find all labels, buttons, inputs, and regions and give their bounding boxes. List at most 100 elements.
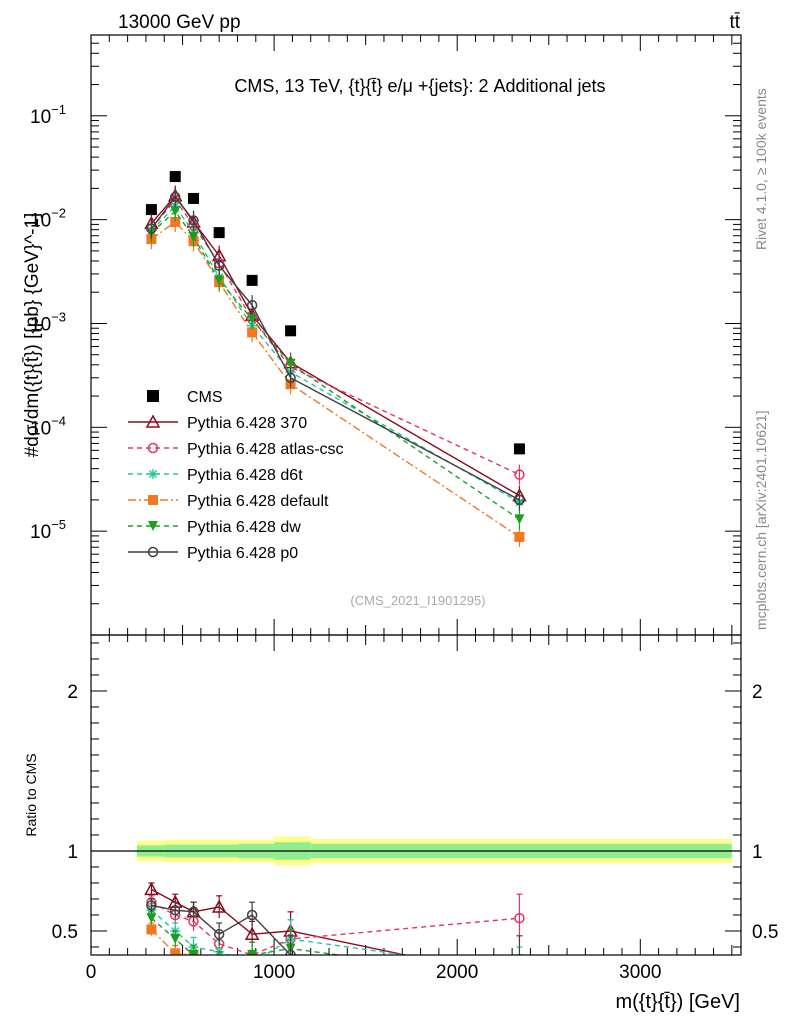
x-tick-label: 0 (86, 962, 97, 983)
cms-data-point (213, 227, 225, 239)
ratio-point-stroke (516, 967, 523, 974)
legend-marker (147, 442, 159, 454)
legend-marker (147, 390, 159, 402)
ratio-point (514, 974, 524, 984)
data-point (170, 206, 181, 217)
ratio-pythia-6-428-370 (144, 881, 525, 984)
process-label: tt̄ (729, 12, 740, 33)
ratio-point (513, 973, 525, 984)
ratio-point (169, 904, 181, 916)
series-cms (145, 171, 525, 455)
data-point (188, 232, 199, 243)
legend-marker (148, 469, 158, 479)
x-axis-label: m({t}{t̄}) [GeV] (615, 991, 740, 1013)
series-line (150, 198, 520, 476)
ratio-point (214, 958, 224, 968)
cms-data-point (246, 274, 258, 286)
ratio-axis-ticks: 0.5 0.5 1 1 2 2 0 1000 2000 3000 (52, 635, 778, 983)
ratio-pythia-6-428-p0 (146, 898, 523, 955)
ratio-y-tick-label: 1 (67, 842, 78, 863)
ratio-point (285, 949, 296, 955)
ratio-point (514, 966, 524, 976)
legend-label: Pythia 6.428 d6t (187, 467, 303, 484)
legend-label: Pythia 6.428 default (187, 493, 329, 510)
legend-label: Pythia 6.428 atlas-csc (187, 441, 344, 458)
data-point (146, 223, 157, 234)
ratio-pythia-6-428-dw (146, 911, 524, 984)
energy-label: 13000 GeV pp (118, 12, 241, 33)
data-point (247, 314, 258, 325)
data-point (170, 216, 181, 227)
ratio-y-tick-label-right: 1 (752, 842, 763, 863)
cms-data-point (169, 171, 181, 183)
rivet-version-label: Rivet 4.1.0, ≥ 100k events (753, 88, 769, 250)
data-point (214, 275, 225, 286)
legend-entry: Pythia 6.428 default (128, 493, 329, 510)
data-point (246, 299, 258, 311)
ratio-point (170, 948, 181, 955)
main-series-group (144, 171, 527, 547)
ratio-pythia-6-428-atlas-csc (146, 893, 525, 955)
legend-marker (145, 414, 161, 428)
legend-label: Pythia 6.428 dw (187, 519, 301, 536)
cms-data-point (145, 204, 157, 216)
ratio-series-group (144, 881, 525, 994)
ratio-point (214, 958, 224, 968)
ratio-point (514, 984, 524, 994)
legend-entry: Pythia 6.428 d6t (128, 467, 303, 484)
legend-entry: Pythia 6.428 atlas-csc (128, 441, 344, 458)
ratio-point (146, 913, 157, 924)
data-point (514, 514, 525, 525)
legend-entry: Pythia 6.428 p0 (128, 545, 298, 562)
data-point (169, 191, 181, 203)
ratio-point (144, 881, 159, 896)
x-tick-label: 2000 (436, 962, 478, 983)
ratio-point (188, 950, 199, 955)
ratio-point (514, 912, 525, 924)
legend-label: CMS (187, 389, 223, 406)
ratio-y-tick-label-right: 2 (752, 682, 763, 703)
data-point (514, 494, 525, 506)
data-point (188, 215, 199, 226)
ratio-y-tick-label: 2 (67, 682, 78, 703)
ratio-point (213, 928, 225, 940)
cms-data-point (285, 325, 297, 337)
legend-entry: Pythia 6.428 dw (128, 519, 301, 536)
data-point (247, 327, 258, 338)
mcplots-source-label: mcplots.cern.ch [arXiv:2401.10621] (753, 411, 769, 630)
data-point (285, 358, 296, 369)
legend-entry: Pythia 6.428 370 (128, 414, 307, 432)
main-axis-ticks: 10−5 10−4 10−3 10−2 10−1 (30, 35, 741, 636)
legend-marker-stroke (148, 469, 158, 479)
ratio-point (244, 926, 260, 940)
main-y-tick-label: 10−4 (30, 413, 66, 439)
ratio-uncertainty-band (91, 836, 741, 866)
ratio-series-clipped (144, 881, 525, 994)
data-point (514, 469, 525, 480)
main-y-tick-label: 10−2 (30, 206, 66, 232)
data-point (514, 531, 525, 542)
series-line (151, 221, 520, 538)
ratio-point-stroke (516, 967, 523, 974)
ratio-point (211, 899, 227, 913)
ratio-point (188, 906, 199, 918)
ratio-point (146, 924, 157, 935)
ratio-plot-frame (90, 634, 742, 956)
ratio-y-tick-label: 0.5 (52, 922, 78, 943)
main-y-tick-label: 10−5 (30, 517, 66, 543)
x-tick-label: 1000 (253, 962, 295, 983)
x-tick-label: 3000 (619, 962, 661, 983)
ratio-point (146, 900, 157, 911)
legend-entry: CMS (147, 389, 223, 406)
ratio-line (151, 901, 520, 955)
analysis-id: (CMS_2021_I1901295) (350, 593, 485, 608)
series-pythia-6-428-p0 (146, 186, 525, 510)
ratio-point (170, 934, 181, 944)
data-point (285, 372, 296, 384)
legend-label: Pythia 6.428 370 (187, 415, 307, 432)
data-point (213, 260, 225, 271)
legend-label: Pythia 6.428 p0 (187, 545, 298, 562)
cms-data-point (513, 443, 525, 455)
main-y-axis-label: #dσ/dm({t}{t̄}) [{pb} {GeV}^-1] (22, 213, 43, 458)
ratio-point (517, 954, 522, 955)
